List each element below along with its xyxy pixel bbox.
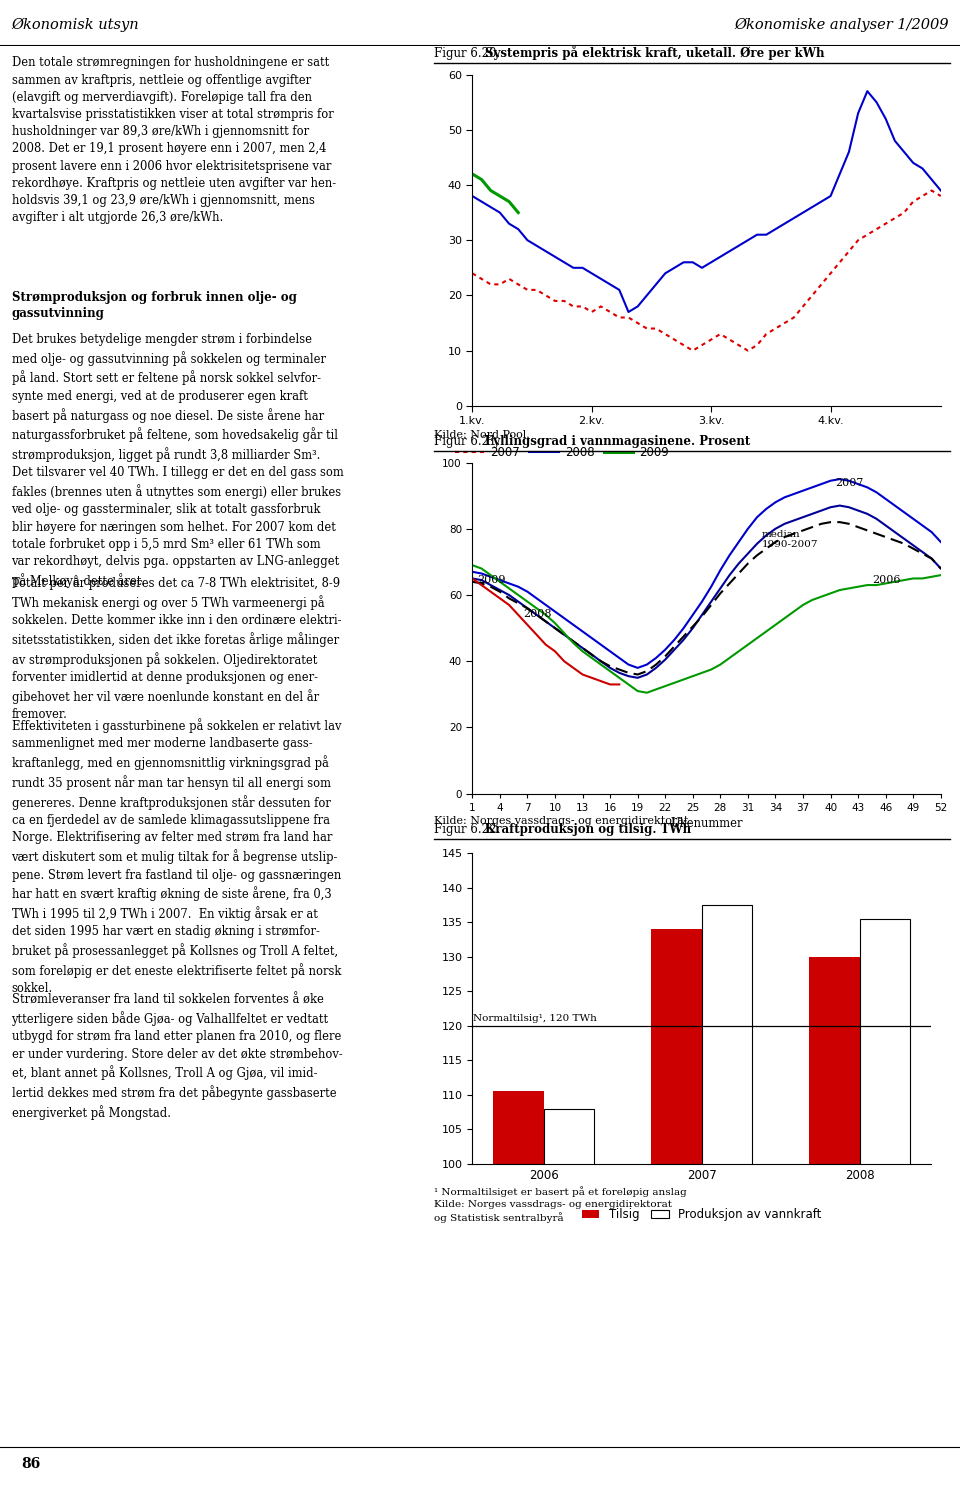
Bar: [493, 1091, 543, 1492]
Text: 86: 86: [21, 1458, 40, 1471]
Text: Figur 6.22.: Figur 6.22.: [434, 822, 504, 836]
Text: 2009: 2009: [477, 576, 505, 585]
Text: Fyllingsgrad i vannmagasinene. Prosent: Fyllingsgrad i vannmagasinene. Prosent: [485, 434, 750, 448]
Text: Kilde: Nord Pool.: Kilde: Nord Pool.: [434, 430, 530, 440]
X-axis label: Ukenummer: Ukenummer: [670, 818, 743, 830]
Text: median
1990-2007: median 1990-2007: [761, 530, 818, 549]
Text: Kilde: Norges vassdrags- og energidirektorat.: Kilde: Norges vassdrags- og energidirekt…: [434, 816, 692, 827]
Text: Figur 6.20.: Figur 6.20.: [434, 46, 504, 60]
Text: Kraftproduksjon og tilsig. TWh: Kraftproduksjon og tilsig. TWh: [485, 822, 691, 836]
Text: ¹ Normaltilsiget er basert på et foreløpig anslag
Kilde: Norges vassdrags- og en: ¹ Normaltilsiget er basert på et foreløp…: [434, 1186, 686, 1223]
Bar: [543, 1109, 594, 1492]
Legend: Tilsig, Produksjon av vannkraft: Tilsig, Produksjon av vannkraft: [577, 1204, 827, 1226]
Text: 2007: 2007: [835, 477, 864, 488]
Text: 2006: 2006: [872, 576, 900, 585]
Text: Det brukes betydelige mengder strøm i forbindelse
med olje- og gassutvinning på : Det brukes betydelige mengder strøm i fo…: [12, 333, 344, 588]
Bar: [651, 930, 702, 1492]
Legend: 2007, 2008, 2009: 2007, 2008, 2009: [450, 442, 674, 464]
Text: Strømleveranser fra land til sokkelen forventes å øke
ytterligere siden både Gjø: Strømleveranser fra land til sokkelen fo…: [12, 994, 343, 1120]
Text: Normaltilsig¹, 120 TWh: Normaltilsig¹, 120 TWh: [472, 1015, 596, 1024]
Bar: [702, 906, 753, 1492]
Text: 2008: 2008: [523, 609, 551, 619]
Text: Strømproduksjon og forbruk innen olje- og
gassutvinning: Strømproduksjon og forbruk innen olje- o…: [12, 291, 297, 319]
Text: Effektiviteten i gassturbinene på sokkelen er relativt lav
sammenlignet med mer : Effektiviteten i gassturbinene på sokkel…: [12, 719, 341, 995]
Text: Figur 6.21.: Figur 6.21.: [434, 434, 504, 448]
Text: Den totale strømregningen for husholdningene er satt
sammen av kraftpris, nettle: Den totale strømregningen for husholdnin…: [12, 57, 336, 224]
Text: Økonomiske analyser 1/2009: Økonomiske analyser 1/2009: [734, 18, 948, 33]
Bar: [860, 919, 910, 1492]
Text: Systempris på elektrisk kraft, uketall. Øre per kWh: Systempris på elektrisk kraft, uketall. …: [485, 45, 825, 60]
Text: Totalt per år produseres det ca 7-8 TWh elektrisitet, 8-9
TWh mekanisk energi og: Totalt per år produseres det ca 7-8 TWh …: [12, 576, 341, 721]
Text: Økonomisk utsyn: Økonomisk utsyn: [12, 18, 139, 33]
Bar: [809, 956, 860, 1492]
